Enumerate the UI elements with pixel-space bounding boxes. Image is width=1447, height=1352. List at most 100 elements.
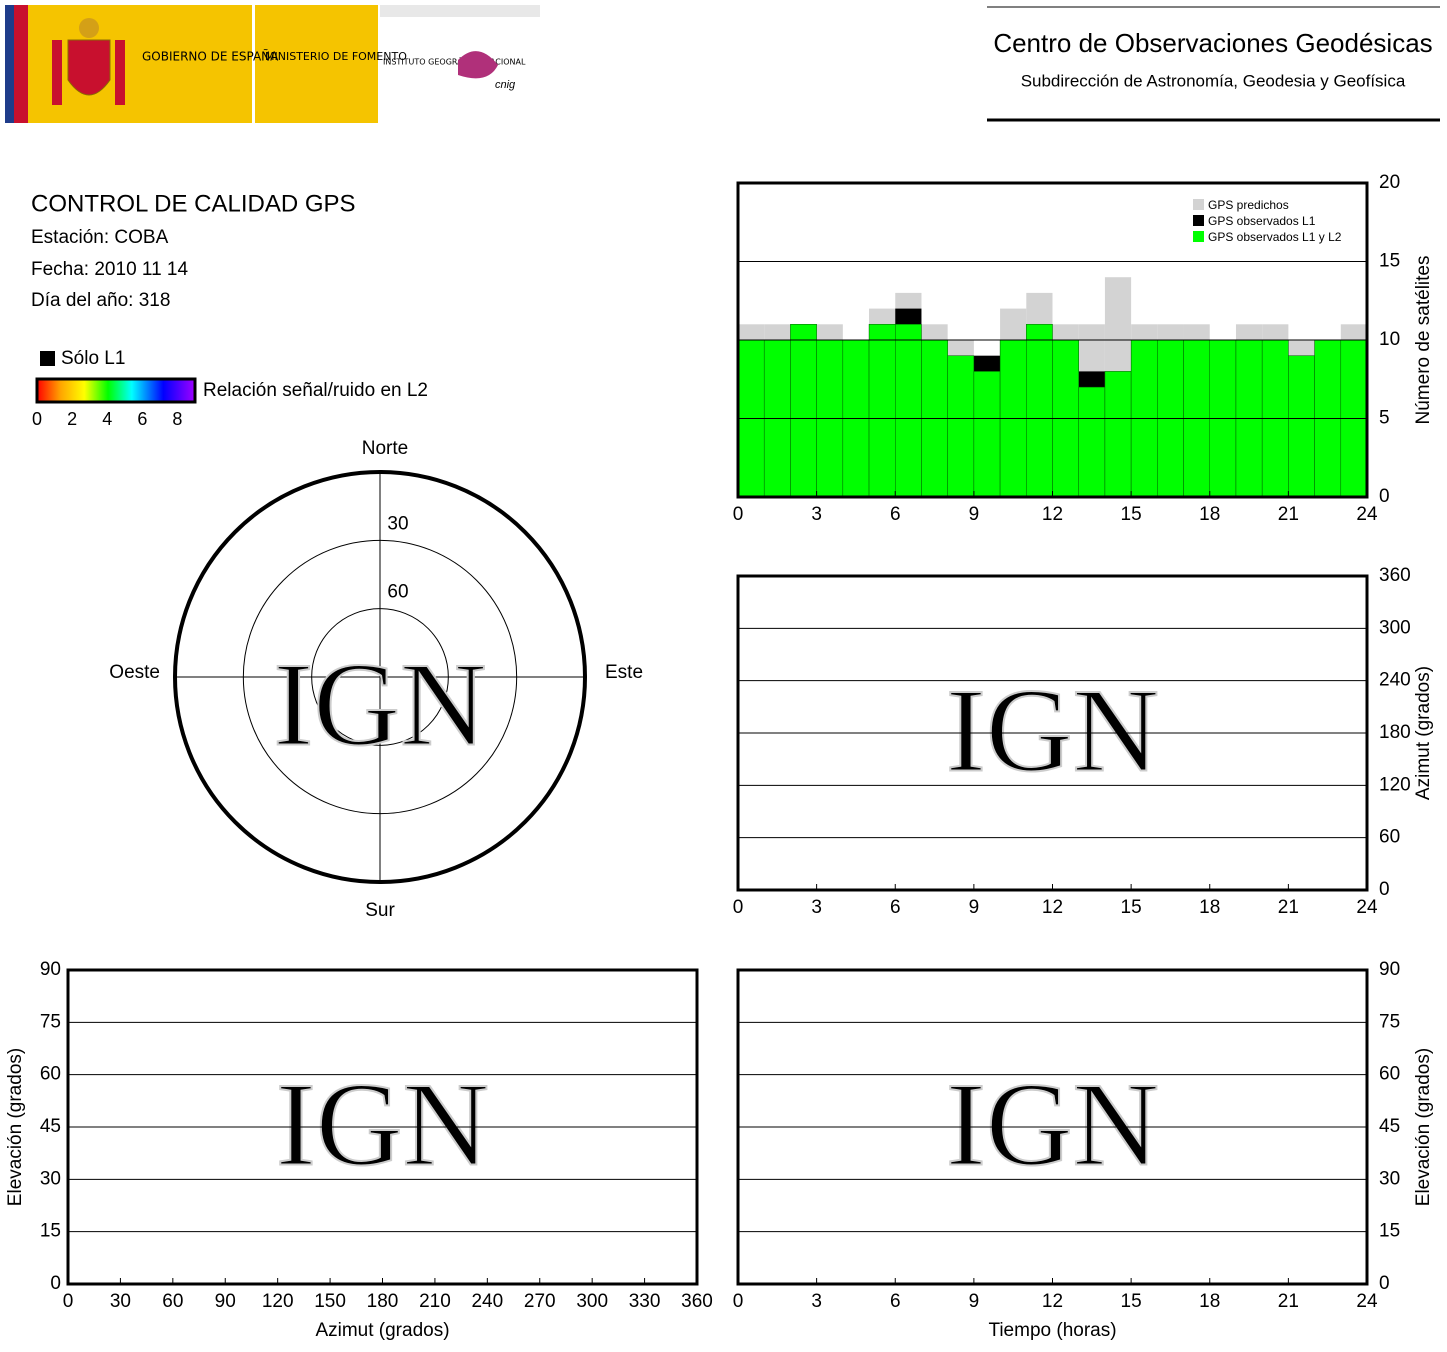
y-axis-title: Elevación (grados) bbox=[5, 1048, 26, 1206]
plot-frame bbox=[736, 181, 1369, 499]
polar-ring-label: 30 bbox=[387, 513, 408, 534]
watermark: IGN bbox=[946, 1058, 1159, 1191]
y-tick-label: 240 bbox=[1379, 670, 1411, 691]
watermark: IGN bbox=[276, 1058, 489, 1191]
date: Fecha: 2010 11 14 bbox=[31, 259, 188, 280]
count-bar bbox=[868, 324, 896, 498]
y-tick-label: 0 bbox=[1379, 1273, 1390, 1294]
legend-label: GPS observados L1 bbox=[1208, 214, 1316, 228]
count-bar bbox=[895, 324, 922, 498]
x-tick-label: 6 bbox=[890, 897, 901, 918]
logo: GOBIERNO DE ESPAÑA MINISTERIO DE FOMENTO… bbox=[5, 5, 540, 123]
x-tick-label: 6 bbox=[890, 1291, 901, 1312]
x-tick-label: 3 bbox=[811, 1291, 822, 1312]
colorbar-tick-label: 0 bbox=[32, 409, 42, 429]
y-tick-label: 60 bbox=[1379, 1064, 1400, 1085]
y-tick-label: 10 bbox=[1379, 329, 1400, 350]
y-tick-label: 15 bbox=[1379, 1221, 1400, 1242]
center-subtitle: Subdirección de Astronomía, Geodesia y G… bbox=[1021, 71, 1406, 90]
x-tick-label: 0 bbox=[733, 504, 744, 525]
legend-swatch bbox=[1193, 215, 1204, 226]
y-tick-label: 75 bbox=[40, 1011, 61, 1032]
x-tick-label: 24 bbox=[1356, 504, 1378, 525]
colorbar: Relación señal/ruido en L2 0 2 4 6 8 bbox=[32, 377, 428, 429]
y-tick-label: 120 bbox=[1379, 774, 1411, 795]
legend-swatch bbox=[1193, 231, 1204, 242]
x-tick-label: 21 bbox=[1278, 504, 1299, 525]
count-bar bbox=[947, 355, 975, 498]
ministry-text: MINISTERIO DE FOMENTO bbox=[265, 50, 407, 63]
x-axis-title: Azimut (grados) bbox=[315, 1320, 449, 1341]
count-bar bbox=[1078, 386, 1106, 498]
count-bar bbox=[1104, 371, 1132, 498]
x-tick-label: 24 bbox=[1356, 897, 1378, 918]
y-tick-label: 75 bbox=[1379, 1011, 1400, 1032]
x-tick-label: 360 bbox=[681, 1291, 713, 1312]
logo-bg bbox=[5, 5, 378, 123]
x-tick-label: 210 bbox=[419, 1291, 451, 1312]
x-tick-label: 15 bbox=[1121, 504, 1142, 525]
y-tick-label: 60 bbox=[40, 1064, 61, 1085]
logo-stripe bbox=[5, 5, 14, 123]
gov-text: GOBIERNO DE ESPAÑA bbox=[142, 49, 279, 64]
colorbar-ramp bbox=[35, 377, 197, 404]
polar-frame bbox=[173, 470, 587, 884]
polar-ring bbox=[242, 539, 518, 815]
day-of-year: Día del año: 318 bbox=[31, 290, 170, 311]
y-tick-label: 45 bbox=[40, 1116, 61, 1137]
cnig-logo bbox=[458, 51, 498, 79]
x-tick-label: 15 bbox=[1121, 1291, 1142, 1312]
x-tick-label: 120 bbox=[262, 1291, 294, 1312]
x-tick-label: 15 bbox=[1121, 897, 1142, 918]
y-tick-label: 30 bbox=[40, 1168, 61, 1189]
x-tick-label: 6 bbox=[890, 504, 901, 525]
x-tick-label: 180 bbox=[367, 1291, 399, 1312]
east-label: Este bbox=[605, 662, 643, 683]
y-axis-title: Número de satélites bbox=[1413, 256, 1434, 425]
y-axis-title: Elevación (grados) bbox=[1413, 1048, 1434, 1206]
y-tick-label: 360 bbox=[1379, 565, 1411, 586]
x-tick-label: 18 bbox=[1199, 1291, 1220, 1312]
x-tick-label: 0 bbox=[733, 1291, 744, 1312]
y-tick-label: 90 bbox=[1379, 959, 1400, 980]
x-tick-label: 24 bbox=[1356, 1291, 1378, 1312]
y-tick-label: 180 bbox=[1379, 722, 1411, 743]
x-tick-label: 90 bbox=[215, 1291, 236, 1312]
x-tick-label: 30 bbox=[110, 1291, 131, 1312]
colorbar-label: Relación señal/ruido en L2 bbox=[203, 380, 428, 401]
y-tick-label: 0 bbox=[50, 1273, 61, 1294]
north-label: Norte bbox=[362, 438, 408, 459]
station: Estación: COBA bbox=[31, 227, 169, 248]
x-tick-label: 3 bbox=[811, 897, 822, 918]
legend-label: GPS observados L1 y L2 bbox=[1208, 230, 1342, 244]
coat-of-arms bbox=[52, 18, 125, 105]
x-tick-label: 18 bbox=[1199, 897, 1220, 918]
x-tick-label: 18 bbox=[1199, 504, 1220, 525]
polar-ring bbox=[311, 608, 449, 746]
y-tick-label: 20 bbox=[1379, 172, 1400, 193]
x-tick-label: 12 bbox=[1042, 504, 1063, 525]
report-title: CONTROL DE CALIDAD GPS bbox=[31, 190, 356, 217]
x-tick-label: 270 bbox=[524, 1291, 556, 1312]
l1-label: Sólo L1 bbox=[61, 348, 125, 369]
legend-label: GPS predichos bbox=[1208, 198, 1289, 212]
cnig-text: cnig bbox=[495, 79, 516, 91]
watermark: IGN bbox=[273, 638, 486, 771]
institute-text: INSTITUTO GEOGRÁFICO NACIONAL bbox=[383, 56, 526, 67]
x-tick-label: 330 bbox=[629, 1291, 661, 1312]
x-tick-label: 9 bbox=[969, 1291, 980, 1312]
west-label: Oeste bbox=[109, 662, 160, 683]
center-title: Centro de Observaciones Geodésicas bbox=[993, 28, 1432, 58]
y-tick-label: 15 bbox=[1379, 251, 1400, 272]
polar-ring-label: 60 bbox=[387, 582, 408, 603]
x-tick-label: 240 bbox=[471, 1291, 503, 1312]
colorbar-tick-label: 2 bbox=[67, 409, 77, 429]
x-tick-label: 12 bbox=[1042, 1291, 1063, 1312]
x-tick-label: 9 bbox=[969, 897, 980, 918]
x-tick-label: 0 bbox=[733, 897, 744, 918]
legend-swatch bbox=[1193, 199, 1204, 210]
logo-bar bbox=[380, 5, 540, 17]
x-tick-label: 12 bbox=[1042, 897, 1063, 918]
